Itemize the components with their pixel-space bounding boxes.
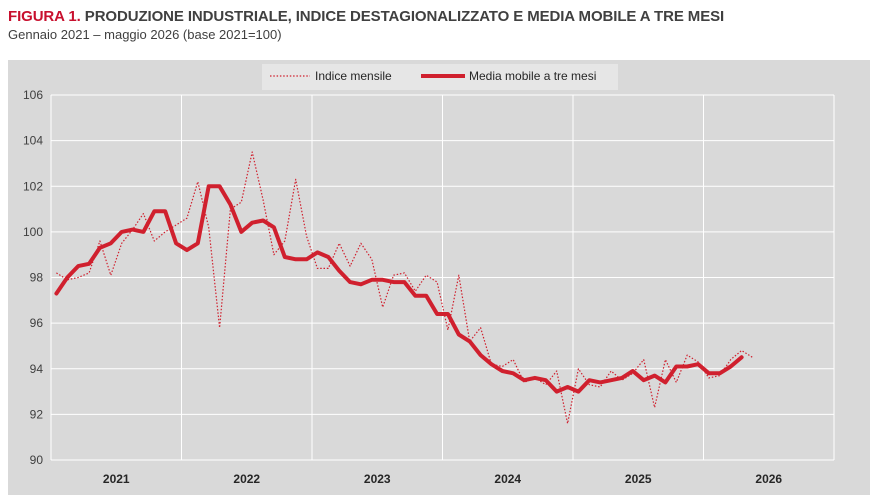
x-tick-label-2022: 2022 bbox=[233, 472, 260, 486]
legend-label-moving-average: Media mobile a tre mesi bbox=[469, 69, 596, 83]
series-line-media-mobile bbox=[54, 184, 744, 394]
chart-panel: 90 92 94 96 98 100 102 104 106 2021 2022 2023 2024 2… bbox=[8, 60, 870, 495]
y-tick-label: 96 bbox=[30, 316, 44, 330]
figure-title-text: PRODUZIONE INDUSTRIALE, INDICE DESTAGION… bbox=[84, 8, 725, 25]
y-tick-label: 94 bbox=[30, 362, 44, 376]
x-axis-ticks: 2021 2022 2023 2024 2025 2026 bbox=[103, 472, 783, 486]
y-tick-label: 100 bbox=[23, 225, 43, 239]
legend-label-monthly: Indice mensile bbox=[315, 69, 392, 83]
x-tick-label-2025: 2025 bbox=[625, 472, 652, 486]
gridlines bbox=[50, 94, 835, 461]
legend: Indice mensile Media mobile a tre mesi bbox=[262, 64, 618, 90]
series-line-indice-mensile bbox=[56, 151, 753, 425]
y-tick-label: 92 bbox=[30, 407, 44, 421]
x-tick-label-2023: 2023 bbox=[364, 472, 391, 486]
y-tick-label: 102 bbox=[23, 179, 43, 193]
x-tick-label-2021: 2021 bbox=[103, 472, 130, 486]
y-tick-label: 104 bbox=[23, 134, 43, 148]
x-tick-label-2026: 2026 bbox=[755, 472, 782, 486]
series-lines bbox=[54, 151, 753, 425]
y-tick-label: 106 bbox=[23, 88, 43, 102]
y-tick-label: 90 bbox=[30, 453, 44, 467]
x-tick-label-2024: 2024 bbox=[494, 472, 521, 486]
figure-subtitle: Gennaio 2021 – maggio 2026 (base 2021=10… bbox=[8, 27, 282, 42]
y-tick-label: 98 bbox=[30, 271, 44, 285]
y-axis-ticks: 90 92 94 96 98 100 102 104 106 bbox=[23, 88, 43, 467]
figure-label: FIGURA 1. bbox=[8, 8, 81, 25]
figure-title: FIGURA 1. PRODUZIONE INDUSTRIALE, INDICE… bbox=[8, 8, 724, 25]
